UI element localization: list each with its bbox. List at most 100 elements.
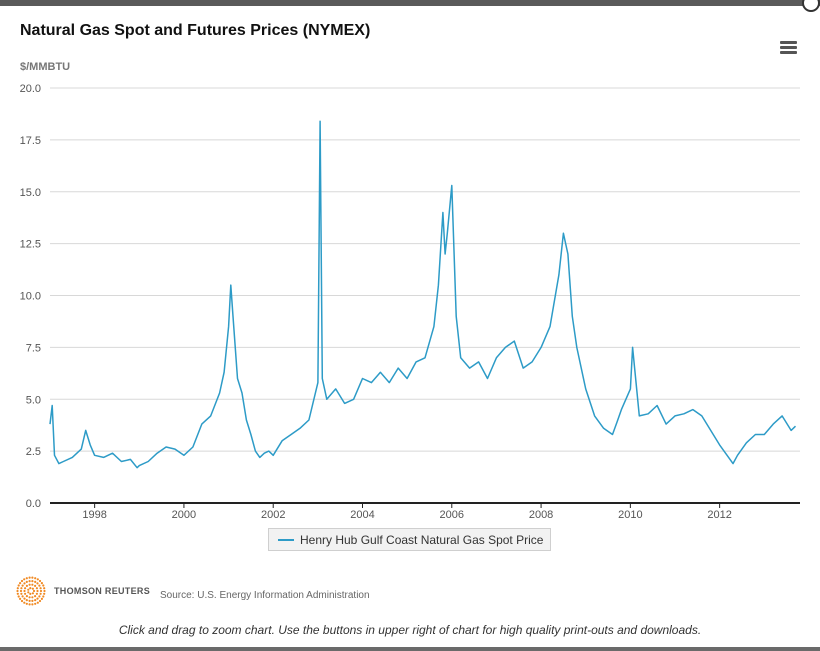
logo-dot [20, 599, 24, 603]
logo-dot [17, 595, 20, 598]
logo-dot [16, 587, 19, 590]
logo-dot [25, 602, 28, 605]
logo-dot [36, 589, 39, 593]
menu-bar [780, 51, 797, 54]
logo-dot [27, 591, 30, 594]
logo-dot [20, 579, 24, 583]
logo-dot [24, 592, 27, 595]
logo-dot [29, 587, 32, 590]
y-tick-label: 5.0 [26, 394, 41, 406]
logo-dot [21, 584, 24, 587]
logo-dot [19, 589, 23, 593]
logo-dot [34, 602, 37, 605]
logo-dot [43, 592, 46, 595]
logo-dot [39, 592, 42, 595]
logo-dot [31, 592, 34, 595]
logo-dot [31, 596, 34, 599]
y-tick-label: 15.0 [20, 187, 41, 199]
x-tick-label: 2000 [172, 509, 196, 521]
legend-label: Henry Hub Gulf Coast Natural Gas Spot Pr… [300, 532, 544, 547]
chart-menu-icon[interactable] [780, 41, 797, 55]
brand-name: THOMSON REUTERS [54, 586, 151, 596]
logo-dot [28, 596, 31, 599]
x-tick-label: 2006 [440, 509, 464, 521]
logo-dot [23, 589, 26, 593]
menu-bar [780, 46, 797, 49]
y-tick-label: 2.5 [26, 446, 41, 458]
logo-dot [31, 583, 34, 586]
x-tick-label: 2004 [350, 509, 374, 521]
logo-dot [39, 589, 43, 593]
logo-dot [23, 582, 26, 585]
logo-dot [29, 592, 32, 595]
logo-dot [42, 584, 45, 587]
logo-dot [28, 603, 31, 606]
footnote-text: Click and drag to zoom chart. Use the bu… [118, 623, 702, 637]
logo-dot [34, 595, 37, 598]
logo-dot [16, 592, 19, 595]
logo-dot [38, 584, 41, 587]
logo-dot [28, 583, 31, 586]
logo-dot [36, 601, 39, 604]
logo-dot [40, 582, 43, 585]
logo-dot [25, 580, 28, 583]
legend-line-marker [278, 538, 294, 541]
source-text: Source: U.S. Energy Information Administ… [160, 590, 370, 601]
x-tick-label: 1998 [82, 509, 106, 521]
y-tick-label: 20.0 [20, 83, 41, 95]
logo-dot [43, 589, 46, 593]
logo-dot [34, 584, 37, 587]
logo-dot [34, 577, 37, 580]
logo-dot [36, 582, 39, 585]
logo-dot [17, 584, 20, 587]
logo-dot [23, 601, 26, 604]
logo-dot [20, 587, 23, 590]
line-chart[interactable]: 0.0 2.5 5.0 7.5 10.0 12.5 15.0 17.5 20.0 1998 2000… [0, 0, 820, 560]
logo-dot [36, 597, 39, 600]
legend-item[interactable]: Henry Hub Gulf Coast Natural Gas Spot Pr… [268, 528, 551, 551]
logo-dot [38, 579, 42, 583]
logo-dot [31, 580, 34, 583]
window-frame-top [0, 0, 820, 6]
logo-dot [34, 580, 37, 583]
logo-dot [40, 597, 43, 600]
x-tick-label: 2002 [261, 509, 285, 521]
logo-dot [31, 587, 34, 590]
logo-dot [25, 595, 28, 598]
logo-dot [38, 599, 42, 603]
logo-dot [21, 595, 24, 598]
logo-dot [32, 589, 36, 593]
logo-dot [23, 578, 26, 581]
logo-dot [39, 587, 42, 590]
logo-dot [20, 592, 23, 595]
logo-dot [31, 603, 34, 606]
logo-dot [25, 577, 28, 580]
thomson-reuters-logo [16, 576, 46, 606]
logo-dot [19, 582, 22, 585]
logo-dot [27, 588, 30, 591]
logo-dot [19, 597, 22, 600]
logo-dot [43, 587, 46, 590]
x-tick-label: 2012 [707, 509, 731, 521]
logo-dot [16, 589, 19, 593]
logo-dot [31, 576, 34, 579]
y-tick-label: 10.0 [20, 291, 41, 303]
y-tick-label: 0.0 [26, 498, 41, 510]
logo-dot [42, 595, 45, 598]
logo-dot [28, 599, 31, 602]
menu-bar [780, 41, 797, 44]
chart-title: Natural Gas Spot and Futures Prices (NYM… [20, 22, 371, 39]
logo-dot [24, 587, 27, 590]
x-tick-label: 2010 [618, 509, 642, 521]
x-tick-label: 2008 [529, 509, 553, 521]
logo-dot [25, 584, 28, 587]
logo-dot [28, 580, 31, 583]
close-icon[interactable] [802, 0, 820, 12]
y-tick-label: 12.5 [20, 239, 41, 251]
logo-dot [35, 587, 38, 590]
window-frame-bottom [0, 647, 820, 651]
series-line [49, 120, 797, 469]
logo-dot [35, 592, 38, 595]
logo-dot [25, 599, 28, 602]
logo-dot [28, 576, 31, 579]
